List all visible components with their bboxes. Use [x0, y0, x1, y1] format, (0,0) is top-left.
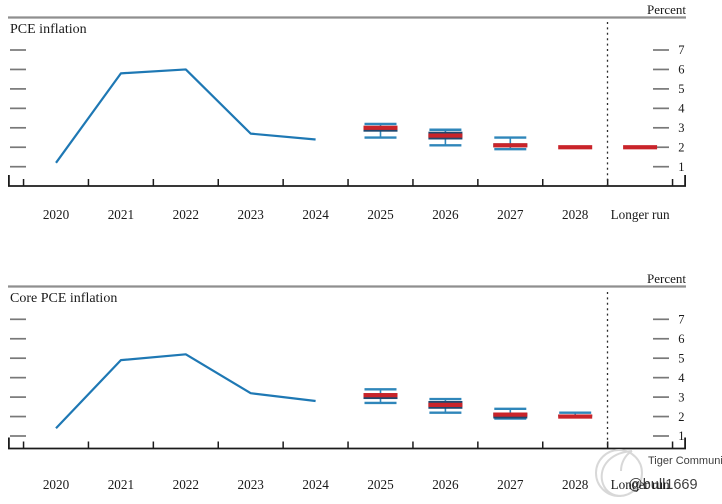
x-axis-label: 2025 [367, 207, 394, 222]
y-tick-label: 2 [678, 140, 684, 154]
x-axis-label: 2027 [497, 207, 524, 222]
y-tick-label: 1 [678, 160, 684, 174]
y-tick-label: 6 [678, 332, 684, 346]
x-axis-label: 2020 [43, 477, 70, 492]
y-tick-label: 7 [678, 43, 684, 57]
x-axis-label: Longer run [611, 207, 670, 222]
x-axis-label: 2023 [238, 477, 265, 492]
median-bar [428, 133, 463, 138]
median-bar [558, 145, 593, 150]
median-bar [363, 393, 398, 398]
watermark: Tiger Community @bull1669 [595, 449, 722, 497]
median-bar [428, 402, 463, 407]
x-axis-label: 2023 [238, 207, 265, 222]
y-tick-label: 5 [678, 351, 684, 365]
y-tick-label: 3 [678, 121, 684, 135]
history-line [55, 68, 316, 164]
y-tick-label: 7 [678, 313, 684, 327]
x-axis-label: 2027 [497, 477, 524, 492]
panel-0-title: PCE inflation [10, 22, 87, 37]
watermark-handle: @bull1669 [628, 477, 698, 493]
x-axis-label: 2021 [108, 207, 134, 222]
x-axis-label: 2024 [302, 207, 329, 222]
panel-1-unit-label: Percent [647, 271, 686, 286]
x-axis-label: 2026 [432, 477, 459, 492]
y-tick-label: 6 [678, 63, 684, 77]
x-axis-label: 2024 [302, 477, 329, 492]
tiger-logo-icon [595, 449, 643, 497]
panel-0-unit-label: Percent [647, 2, 686, 17]
x-axis-label: 2025 [367, 477, 394, 492]
median-bar [363, 125, 398, 130]
y-tick-label: 5 [678, 82, 684, 96]
x-axis-label: 2028 [562, 207, 589, 222]
core-pce-inflation-panel: 1 2 3 4 5 6 7 2020 2021 2022 2023 2024 2025 2026 2027 2… [7, 285, 686, 492]
watermark-brand: Tiger Community [648, 455, 722, 467]
pce-inflation-panel: 1 2 3 4 5 6 7 2020 2021 2022 2023 2024 2025 2026 2027 2… [7, 16, 686, 222]
median-bar [493, 412, 528, 417]
median-bar [493, 143, 528, 148]
x-axis-label: Longer run [611, 477, 670, 492]
panel-1-title: Core PCE inflation [10, 291, 117, 306]
y-tick-label: 4 [678, 371, 685, 385]
y-tick-label: 2 [678, 410, 684, 424]
x-axis-label: 2022 [173, 477, 199, 492]
x-axis-label: 2028 [562, 477, 589, 492]
median-bar [558, 414, 593, 419]
x-axis-label: 2026 [432, 207, 459, 222]
x-axis-label: 2021 [108, 477, 134, 492]
y-tick-label: 4 [678, 102, 685, 116]
median-bar [623, 145, 658, 150]
x-axis-label: 2020 [43, 207, 70, 222]
x-axis-label: 2022 [173, 207, 199, 222]
y-tick-label: 1 [678, 429, 684, 443]
history-line [55, 353, 316, 429]
y-tick-label: 3 [678, 390, 684, 404]
